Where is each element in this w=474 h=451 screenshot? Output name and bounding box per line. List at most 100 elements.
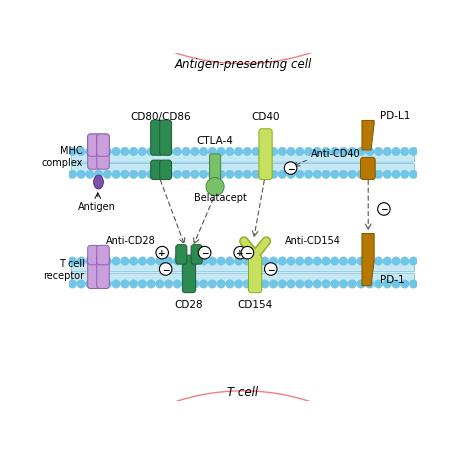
Circle shape: [322, 280, 330, 289]
Circle shape: [284, 162, 297, 175]
Circle shape: [383, 171, 392, 179]
Circle shape: [138, 171, 146, 179]
Polygon shape: [362, 121, 374, 151]
FancyBboxPatch shape: [72, 153, 414, 163]
Circle shape: [147, 171, 155, 179]
Circle shape: [313, 280, 321, 289]
Circle shape: [374, 257, 383, 266]
FancyBboxPatch shape: [182, 256, 196, 293]
Text: CD154: CD154: [237, 299, 273, 309]
Circle shape: [401, 257, 409, 266]
Text: −: −: [162, 265, 169, 274]
Circle shape: [234, 171, 243, 179]
Text: T cell
receptor: T cell receptor: [44, 259, 84, 280]
Circle shape: [159, 263, 172, 276]
Circle shape: [173, 171, 182, 179]
Circle shape: [365, 280, 374, 289]
Circle shape: [322, 257, 330, 266]
Circle shape: [278, 257, 286, 266]
Circle shape: [409, 257, 418, 266]
FancyBboxPatch shape: [191, 245, 202, 265]
Text: +: +: [158, 249, 166, 258]
Circle shape: [348, 148, 356, 156]
FancyBboxPatch shape: [97, 246, 109, 265]
Circle shape: [269, 171, 278, 179]
Circle shape: [357, 280, 365, 289]
FancyBboxPatch shape: [210, 155, 221, 183]
FancyBboxPatch shape: [160, 121, 172, 156]
Circle shape: [409, 171, 418, 179]
Circle shape: [68, 148, 77, 156]
Circle shape: [155, 280, 164, 289]
Circle shape: [330, 280, 339, 289]
Text: CD28: CD28: [174, 299, 203, 309]
Circle shape: [287, 280, 295, 289]
Circle shape: [164, 257, 173, 266]
Circle shape: [173, 257, 182, 266]
Text: PD-L1: PD-L1: [381, 110, 411, 120]
Circle shape: [77, 280, 85, 289]
Circle shape: [287, 171, 295, 179]
Circle shape: [147, 257, 155, 266]
Text: CD40: CD40: [251, 112, 280, 122]
Circle shape: [330, 148, 339, 156]
Circle shape: [94, 257, 103, 266]
FancyBboxPatch shape: [88, 135, 100, 170]
Circle shape: [86, 257, 94, 266]
Circle shape: [226, 171, 234, 179]
Circle shape: [243, 280, 252, 289]
Circle shape: [182, 171, 190, 179]
Text: T cell: T cell: [228, 385, 258, 398]
Circle shape: [206, 178, 224, 196]
Circle shape: [401, 171, 409, 179]
Circle shape: [217, 257, 225, 266]
Circle shape: [191, 148, 199, 156]
Circle shape: [392, 257, 400, 266]
Circle shape: [330, 171, 339, 179]
FancyBboxPatch shape: [248, 256, 262, 293]
Circle shape: [191, 257, 199, 266]
Circle shape: [226, 148, 234, 156]
Circle shape: [103, 257, 111, 266]
Circle shape: [68, 280, 77, 289]
Circle shape: [348, 257, 356, 266]
Polygon shape: [362, 234, 374, 286]
Circle shape: [112, 257, 120, 266]
Circle shape: [164, 171, 173, 179]
Circle shape: [208, 148, 217, 156]
Circle shape: [182, 148, 190, 156]
Circle shape: [156, 247, 168, 259]
Circle shape: [287, 257, 295, 266]
Circle shape: [77, 148, 85, 156]
Text: PD-1: PD-1: [381, 275, 405, 285]
Circle shape: [121, 257, 129, 266]
Circle shape: [138, 257, 146, 266]
FancyBboxPatch shape: [88, 256, 100, 289]
Circle shape: [269, 257, 278, 266]
Ellipse shape: [94, 175, 103, 189]
Circle shape: [173, 148, 182, 156]
FancyBboxPatch shape: [97, 135, 109, 157]
Circle shape: [339, 257, 347, 266]
Text: Antigen: Antigen: [78, 202, 116, 212]
Circle shape: [173, 280, 182, 289]
FancyBboxPatch shape: [151, 161, 163, 180]
Circle shape: [252, 280, 260, 289]
Circle shape: [261, 148, 269, 156]
Circle shape: [208, 280, 217, 289]
Text: −: −: [287, 164, 294, 173]
Circle shape: [138, 148, 146, 156]
FancyBboxPatch shape: [72, 274, 414, 283]
Circle shape: [234, 247, 246, 259]
Text: MHC
complex: MHC complex: [41, 146, 83, 167]
Circle shape: [374, 171, 383, 179]
Circle shape: [234, 148, 243, 156]
Circle shape: [357, 257, 365, 266]
Circle shape: [287, 148, 295, 156]
Circle shape: [278, 280, 286, 289]
FancyBboxPatch shape: [72, 164, 414, 174]
Circle shape: [401, 148, 409, 156]
Circle shape: [409, 148, 418, 156]
Circle shape: [252, 171, 260, 179]
Circle shape: [269, 280, 278, 289]
